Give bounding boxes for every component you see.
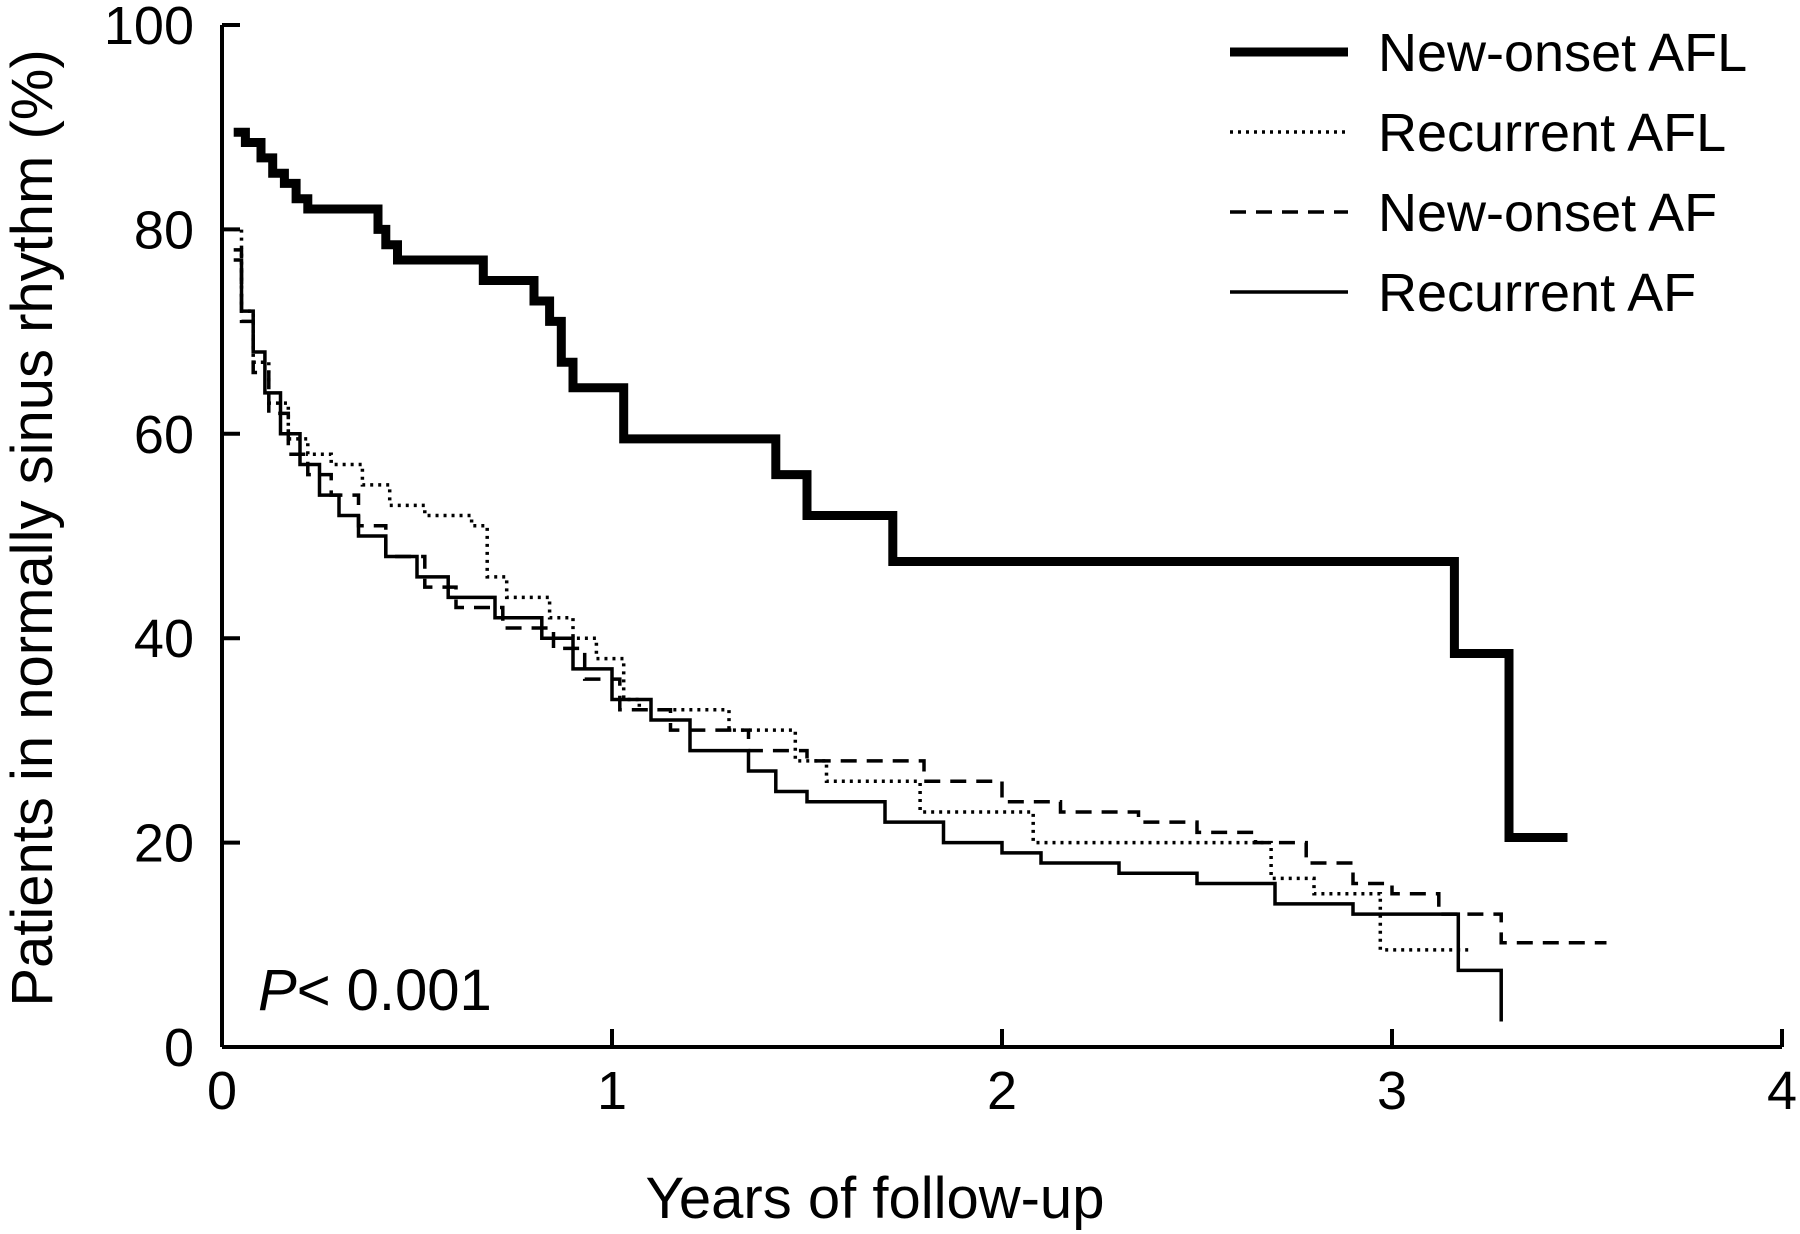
legend-label: New-onset AF xyxy=(1378,183,1717,243)
y-tick-label: 60 xyxy=(134,405,194,465)
y-tick-label: 20 xyxy=(134,814,194,874)
y-tick-label: 80 xyxy=(134,200,194,260)
legend-label: Recurrent AFL xyxy=(1378,103,1726,163)
x-tick-label: 3 xyxy=(1377,1061,1407,1121)
p-value-symbol: P xyxy=(258,958,297,1023)
x-tick-label: 2 xyxy=(987,1061,1017,1121)
p-value-annotation: P< 0.001 xyxy=(258,958,492,1023)
series-line-new-onset-afl xyxy=(233,127,1568,842)
series-lines xyxy=(233,127,1607,1022)
series-line-recurrent-af xyxy=(233,258,1503,1022)
axes: 0 20 40 60 80 100 0 1 2 3 4 xyxy=(104,0,1797,1121)
legend-label: New-onset AFL xyxy=(1378,23,1747,83)
x-tick-label: 4 xyxy=(1767,1061,1797,1121)
y-tick-label: 100 xyxy=(104,0,194,56)
p-value-text: < 0.001 xyxy=(297,958,492,1023)
x-axis-title: Years of follow-up xyxy=(646,1166,1105,1231)
series-line-new-onset-af xyxy=(233,248,1607,945)
x-tick-label: 0 xyxy=(207,1061,237,1121)
y-tick-label: 40 xyxy=(134,609,194,669)
y-tick-label: 0 xyxy=(164,1018,194,1078)
x-tick-label: 1 xyxy=(597,1061,627,1121)
legend-label: Recurrent AF xyxy=(1378,263,1696,323)
y-axis-title: Patients in normally sinus rhythm (%) xyxy=(0,49,65,1006)
legend: New-onset AFL Recurrent AFL New-onset AF Re… xyxy=(1230,23,1747,323)
series-line-recurrent-afl xyxy=(233,227,1470,952)
